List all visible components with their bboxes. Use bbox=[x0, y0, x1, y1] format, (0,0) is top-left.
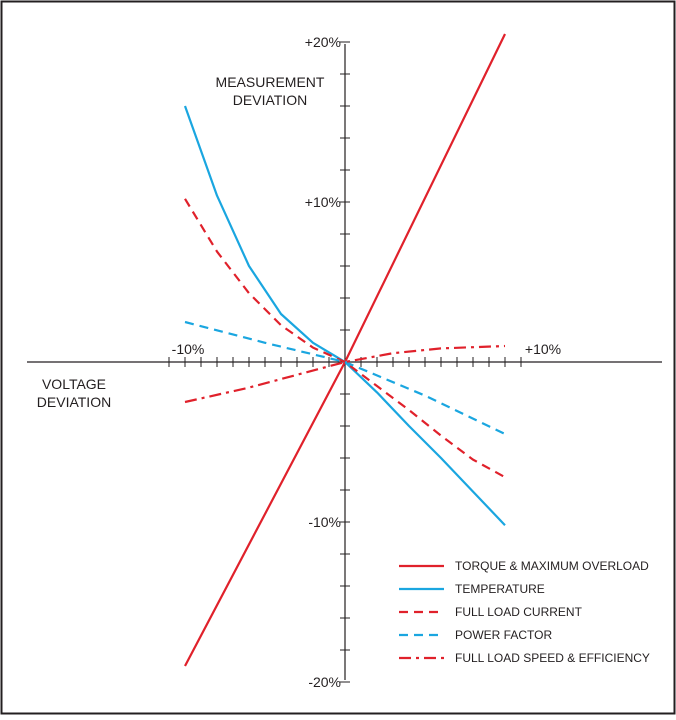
series-line-5 bbox=[184, 344, 506, 404]
y-tick-label: +20% bbox=[305, 34, 341, 50]
y-ticks bbox=[340, 41, 350, 683]
series-layer bbox=[183, 33, 506, 667]
x-axis-title-line-1: VOLTAGE bbox=[42, 376, 106, 392]
y-axis-title-line-2: DEVIATION bbox=[233, 92, 307, 108]
x-tick-label: +10% bbox=[525, 341, 561, 357]
y-tick-label: +10% bbox=[305, 194, 341, 210]
legend-label-1: TORQUE & MAXIMUM OVERLOAD bbox=[455, 559, 649, 573]
legend-label-5: FULL LOAD SPEED & EFFICIENCY bbox=[455, 651, 650, 665]
tick-label-layer: -10% +10% +20% +10% -10% -20% bbox=[172, 34, 561, 690]
legend-label-4: POWER FACTOR bbox=[455, 628, 552, 642]
legend-label-3: FULL LOAD CURRENT bbox=[455, 605, 583, 619]
y-tick-label: -10% bbox=[308, 514, 341, 530]
legend-label-2: TEMPERATURE bbox=[455, 582, 545, 596]
series-line-3 bbox=[184, 198, 506, 479]
y-axis-title-line-1: MEASUREMENT bbox=[216, 74, 325, 90]
y-tick-label: -20% bbox=[308, 674, 341, 690]
x-tick-label: -10% bbox=[172, 341, 205, 357]
legend: TORQUE & MAXIMUM OVERLOAD TEMPERATURE FULL… bbox=[399, 559, 650, 665]
x-axis-title-line-2: DEVIATION bbox=[37, 394, 111, 410]
